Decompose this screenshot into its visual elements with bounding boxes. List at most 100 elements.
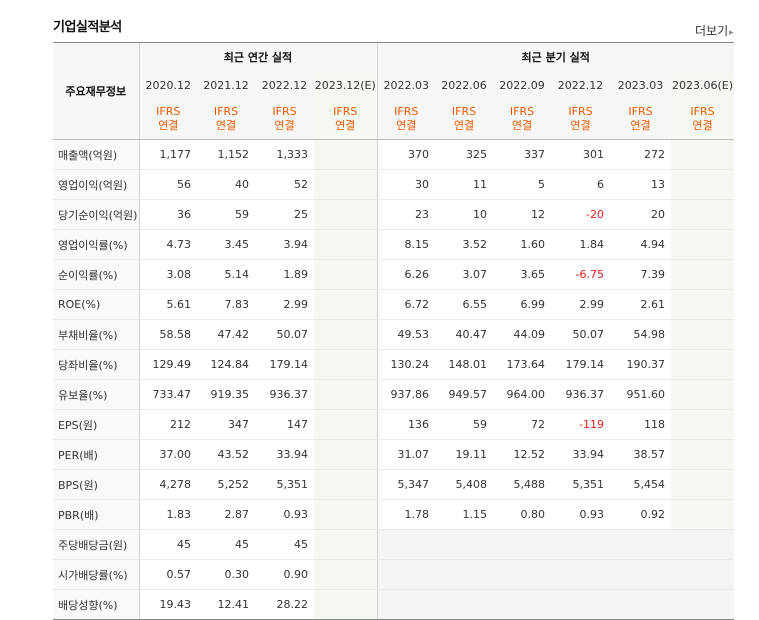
value-cell: 733.47: [138, 379, 197, 410]
value-cell: [314, 499, 377, 530]
value-cell: 59: [197, 199, 255, 230]
value-cell: 7.39: [610, 259, 671, 290]
value-cell: 19.11: [435, 439, 493, 470]
row-label: 매출액(억원): [53, 139, 139, 170]
value-cell: 272: [610, 139, 671, 170]
row-label: 영업이익률(%): [53, 229, 139, 260]
value-cell: 52: [255, 169, 314, 200]
value-cell: 325: [435, 139, 493, 170]
value-cell: 0.57: [138, 559, 197, 590]
table-row: PBR(배) 1.83 2.87 0.93 1.78 1.15 0.80 0.93 0.92: [53, 499, 734, 530]
standard-consolidated-label: 연결: [274, 119, 295, 132]
standard-ifrs-label: IFRS: [272, 105, 297, 118]
value-cell: 6.99: [493, 289, 551, 320]
value-cell: 1.89: [255, 259, 314, 290]
standard-ifrs-label: IFRS: [690, 105, 715, 118]
standard-ifrs-label: IFRS: [628, 105, 653, 118]
value-cell: 33.94: [255, 439, 314, 470]
quarter-period-header: 2023.06(E): [671, 71, 734, 99]
value-cell: 5,488: [493, 469, 551, 500]
annual-period-header: 2021.12: [197, 71, 255, 99]
empty-cell: [610, 559, 671, 590]
value-cell: 5.14: [197, 259, 255, 290]
section-title: 기업실적분석: [53, 20, 122, 35]
annual-group-header: 최근 연간 실적: [138, 42, 377, 71]
value-cell: [671, 229, 734, 260]
value-cell: [671, 259, 734, 290]
value-cell: [671, 379, 734, 410]
value-cell: 129.49: [138, 349, 197, 380]
value-cell: [314, 349, 377, 380]
annual-period-header: 2023.12(E): [314, 71, 377, 99]
value-cell: 2.87: [197, 499, 255, 530]
value-cell: 5,351: [551, 469, 610, 500]
standard-consolidated-label: 연결: [570, 119, 591, 132]
standard-ifrs-label: IFRS: [156, 105, 181, 118]
table-row: ROE(%) 5.61 7.83 2.99 6.72 6.55 6.99 2.99 2.61: [53, 289, 734, 320]
value-cell: 0.90: [255, 559, 314, 590]
value-cell: 31.07: [376, 439, 435, 470]
more-link-label: 더보기: [695, 24, 729, 38]
accounting-standard-header: IFRS 연결: [671, 99, 734, 140]
standard-consolidated-label: 연결: [692, 119, 713, 132]
value-cell: [671, 409, 734, 440]
table-row: 시가배당률(%) 0.57 0.30 0.90: [53, 559, 734, 590]
value-cell: 7.83: [197, 289, 255, 320]
value-cell: 2.61: [610, 289, 671, 320]
value-cell: 964.00: [493, 379, 551, 410]
empty-cell: [435, 529, 493, 560]
value-cell: 45: [197, 529, 255, 560]
table-row: 매출액(억원) 1,177 1,152 1,333 370 325 337 301 272: [53, 139, 734, 170]
row-label: 부채비율(%): [53, 319, 139, 350]
standard-consolidated-label: 연결: [215, 119, 237, 132]
row-label: 순이익률(%): [53, 259, 139, 290]
value-cell: 2.99: [255, 289, 314, 320]
value-cell: 136: [376, 409, 435, 440]
value-cell: 5,454: [610, 469, 671, 500]
value-cell: 1.78: [376, 499, 435, 530]
value-cell: 3.94: [255, 229, 314, 260]
standard-ifrs-label: IFRS: [568, 105, 593, 118]
value-cell: 50.07: [551, 319, 610, 350]
table-row: 주당배당금(원) 45 45 45: [53, 529, 734, 560]
value-cell: 212: [138, 409, 197, 440]
accounting-standard-header: IFRS 연결: [551, 99, 610, 140]
financial-analysis-panel: 기업실적분석 더보기▸ 주요재무정보 최근 연간 실적 최근 분기 실적 202…: [53, 20, 734, 620]
value-cell: 179.14: [551, 349, 610, 380]
row-label: 당기순이익(억원): [53, 199, 139, 230]
more-link[interactable]: 더보기▸: [695, 22, 734, 39]
value-cell: 1.84: [551, 229, 610, 260]
value-cell: [314, 229, 377, 260]
value-cell: 59: [435, 409, 493, 440]
value-cell: [314, 259, 377, 290]
value-cell: 37.00: [138, 439, 197, 470]
standard-ifrs-label: IFRS: [509, 105, 535, 118]
value-cell: 337: [493, 139, 551, 170]
value-cell: [314, 469, 377, 500]
financial-table: 주요재무정보 최근 연간 실적 최근 분기 실적 2020.12 2021.12 2…: [53, 42, 734, 620]
value-cell: 5,252: [197, 469, 255, 500]
table-row: 부채비율(%) 58.58 47.42 50.07 49.53 40.47 44.09 50.…: [53, 319, 734, 350]
quarter-period-header: 2023.03: [610, 71, 671, 99]
table-row: 당기순이익(억원) 36 59 25 23 10 12 -20 20: [53, 199, 734, 230]
quarter-group-header: 최근 분기 실적: [376, 42, 734, 71]
value-cell: 44.09: [493, 319, 551, 350]
table-row: BPS(원) 4,278 5,252 5,351 5,347 5,408 5,488 5,35…: [53, 469, 734, 500]
quarter-period-header: 2022.03: [376, 71, 435, 99]
value-cell: [314, 379, 377, 410]
value-cell: 0.80: [493, 499, 551, 530]
value-cell: 13: [610, 169, 671, 200]
value-cell: 5.61: [138, 289, 197, 320]
value-cell: 56: [138, 169, 197, 200]
quarter-period-header: 2022.12: [551, 71, 610, 99]
value-cell: 919.35: [197, 379, 255, 410]
value-cell: [314, 319, 377, 350]
accounting-standard-header: IFRS 연결: [197, 99, 255, 140]
value-cell: 148.01: [435, 349, 493, 380]
annual-period-header: 2020.12: [138, 71, 197, 99]
value-cell: 0.92: [610, 499, 671, 530]
value-cell: 3.52: [435, 229, 493, 260]
value-cell: 1,177: [138, 139, 197, 170]
value-cell: [314, 199, 377, 230]
value-cell: [671, 499, 734, 530]
